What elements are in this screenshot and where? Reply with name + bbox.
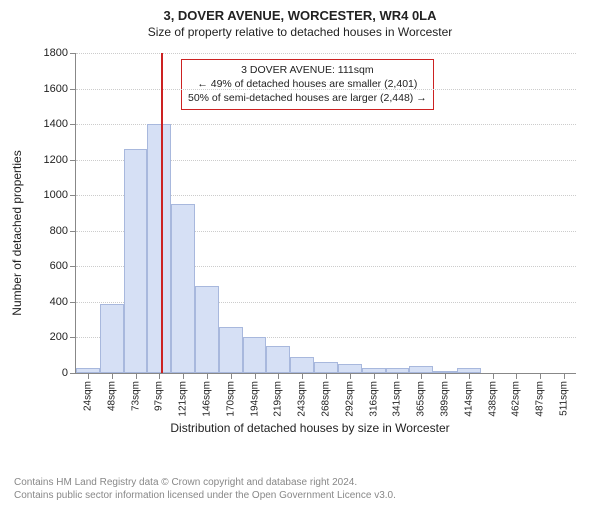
x-tick-label: 365sqm (416, 381, 427, 417)
annotation-line: 3 DOVER AVENUE: 111sqm (188, 63, 427, 77)
x-axis-title: Distribution of detached houses by size … (35, 421, 585, 435)
histogram-bar (314, 362, 338, 373)
chart-container: Number of detached properties 3 DOVER AV… (35, 53, 585, 413)
x-tick-label: 462sqm (511, 381, 522, 417)
marker-line (161, 53, 163, 373)
x-tick-label: 389sqm (440, 381, 451, 417)
x-tick (397, 373, 398, 379)
histogram-bar (266, 346, 290, 373)
x-tick-label: 194sqm (249, 381, 260, 417)
footer-line: Contains public sector information licen… (14, 489, 396, 502)
histogram-bar (124, 149, 148, 373)
y-tick (70, 53, 76, 54)
x-tick-label: 487sqm (535, 381, 546, 417)
x-tick (469, 373, 470, 379)
x-tick-label: 24sqm (82, 381, 93, 411)
x-tick-label: 292sqm (344, 381, 355, 417)
y-tick (70, 160, 76, 161)
x-tick (374, 373, 375, 379)
x-tick (540, 373, 541, 379)
x-tick (207, 373, 208, 379)
histogram-bar (338, 364, 362, 373)
y-tick (70, 89, 76, 90)
histogram-bar (409, 366, 433, 373)
grid-line (76, 89, 576, 90)
x-tick-label: 170sqm (225, 381, 236, 417)
grid-line (76, 53, 576, 54)
histogram-bar (171, 204, 195, 373)
x-tick (88, 373, 89, 379)
x-tick-label: 316sqm (368, 381, 379, 417)
x-tick (493, 373, 494, 379)
x-tick-label: 146sqm (201, 381, 212, 417)
histogram-bar (195, 286, 219, 373)
footer-line: Contains HM Land Registry data © Crown c… (14, 476, 396, 489)
y-tick (70, 337, 76, 338)
x-tick-label: 121sqm (178, 381, 189, 417)
histogram-bar (243, 337, 267, 373)
x-tick-label: 438sqm (487, 381, 498, 417)
y-tick (70, 124, 76, 125)
x-tick (516, 373, 517, 379)
histogram-bar (100, 304, 124, 373)
histogram-bar (219, 327, 243, 373)
plot-area: 3 DOVER AVENUE: 111sqm ← 49% of detached… (75, 53, 576, 374)
y-tick (70, 195, 76, 196)
y-tick (70, 302, 76, 303)
y-tick-label: 800 (50, 225, 68, 237)
x-tick (183, 373, 184, 379)
y-tick-label: 1400 (44, 118, 68, 130)
annotation-line: 50% of semi-detached houses are larger (… (188, 91, 427, 105)
x-tick (350, 373, 351, 379)
x-tick-label: 73sqm (130, 381, 141, 411)
x-tick-label: 511sqm (559, 381, 570, 416)
x-tick (255, 373, 256, 379)
y-tick-label: 400 (50, 296, 68, 308)
y-tick-label: 1000 (44, 189, 68, 201)
y-tick-label: 600 (50, 260, 68, 272)
page-subtitle: Size of property relative to detached ho… (0, 25, 600, 39)
x-tick-label: 243sqm (297, 381, 308, 417)
x-tick (302, 373, 303, 379)
x-tick (159, 373, 160, 379)
x-tick (278, 373, 279, 379)
y-tick-label: 0 (62, 367, 68, 379)
footer-text: Contains HM Land Registry data © Crown c… (14, 476, 396, 502)
histogram-bar (147, 124, 171, 373)
y-tick (70, 266, 76, 267)
x-tick (445, 373, 446, 379)
y-tick-label: 200 (50, 331, 68, 343)
x-tick (231, 373, 232, 379)
page-title: 3, DOVER AVENUE, WORCESTER, WR4 0LA (0, 8, 600, 23)
x-tick (421, 373, 422, 379)
x-tick (326, 373, 327, 379)
x-tick-label: 341sqm (392, 381, 403, 417)
annotation-box: 3 DOVER AVENUE: 111sqm ← 49% of detached… (181, 59, 434, 110)
histogram-bar (290, 357, 314, 373)
x-tick-label: 48sqm (106, 381, 117, 411)
y-tick-label: 1600 (44, 83, 68, 95)
x-tick-label: 414sqm (463, 381, 474, 417)
y-axis-label: Number of detached properties (10, 150, 24, 315)
y-tick-label: 1800 (44, 47, 68, 59)
x-tick-label: 97sqm (154, 381, 165, 411)
x-tick (136, 373, 137, 379)
y-tick-label: 1200 (44, 154, 68, 166)
x-tick-label: 219sqm (273, 381, 284, 417)
x-tick-label: 268sqm (321, 381, 332, 417)
x-tick (564, 373, 565, 379)
y-tick (70, 373, 76, 374)
x-tick (112, 373, 113, 379)
y-tick (70, 231, 76, 232)
